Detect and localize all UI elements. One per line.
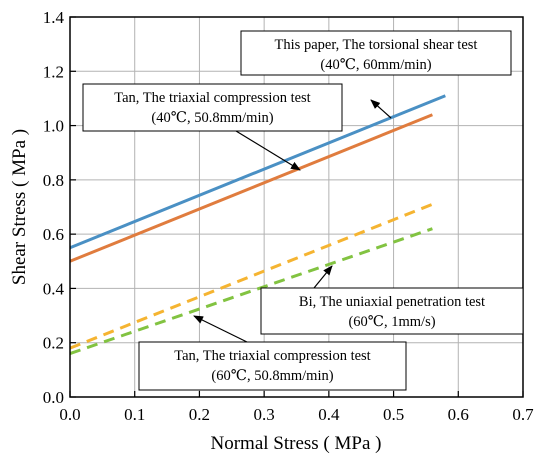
y-tick-label: 1.0 bbox=[43, 117, 64, 136]
x-tick-label: 0.0 bbox=[59, 405, 80, 424]
annotation-line-1: Tan, The triaxial compression test bbox=[174, 348, 370, 364]
annotation-line-2: (60℃, 1mm/s) bbox=[348, 314, 435, 330]
annotation-line-2: (40℃, 50.8mm/min) bbox=[151, 110, 273, 126]
y-tick-label: 0.0 bbox=[43, 388, 64, 407]
y-tick-label: 0.8 bbox=[43, 171, 64, 190]
y-tick-label: 0.2 bbox=[43, 334, 64, 353]
annotation-line-1: This paper, The torsional shear test bbox=[275, 37, 478, 53]
annotation-line-1: Bi, The uniaxial penetration test bbox=[299, 294, 485, 310]
annotation-arrow bbox=[235, 130, 301, 171]
x-tick-label: 0.4 bbox=[318, 405, 340, 424]
series-line-1 bbox=[69, 94, 446, 250]
annotation-line-2: (40℃, 60mm/min) bbox=[320, 57, 431, 73]
annotation-box bbox=[82, 83, 343, 132]
series-line-4 bbox=[69, 227, 433, 355]
annotation-arrow bbox=[193, 315, 248, 343]
x-tick-label: 0.6 bbox=[448, 405, 469, 424]
x-tick-label: 0.2 bbox=[189, 405, 210, 424]
x-tick-label: 0.7 bbox=[512, 405, 534, 424]
axis-ticks: 0.0 0.1 0.2 0.3 0.4 0.5 0.6 0.7 0.0 0.2 0.4 0.6 0.8 1… bbox=[43, 8, 534, 424]
x-tick-label: 0.5 bbox=[383, 405, 404, 424]
x-tick-label: 0.3 bbox=[254, 405, 275, 424]
x-tick-label: 0.1 bbox=[124, 405, 145, 424]
y-axis-title: Shear Stress ( MPa ) bbox=[9, 129, 30, 285]
y-tick-label: 0.6 bbox=[43, 225, 64, 244]
annotation-arrow bbox=[313, 265, 333, 289]
annotation-box bbox=[240, 30, 512, 76]
plot-frame bbox=[69, 16, 524, 398]
annotation-box bbox=[260, 287, 524, 335]
annotation-line-1: Tan, The triaxial compression test bbox=[114, 90, 310, 106]
x-axis-title: Normal Stress ( MPa ) bbox=[211, 433, 382, 454]
series-line-2 bbox=[69, 113, 433, 263]
series-line-3 bbox=[69, 202, 433, 350]
annotation-arrow bbox=[370, 99, 392, 119]
annotation-box bbox=[138, 341, 407, 391]
series-group bbox=[69, 94, 446, 355]
y-tick-label: 0.4 bbox=[43, 279, 65, 298]
annotation-line-2: (60℃, 50.8mm/min) bbox=[211, 368, 333, 384]
y-tick-label: 1.2 bbox=[43, 62, 64, 81]
y-tick-label: 1.4 bbox=[43, 8, 65, 27]
annotations: This paper, The torsional shear test (40℃… bbox=[82, 30, 524, 391]
